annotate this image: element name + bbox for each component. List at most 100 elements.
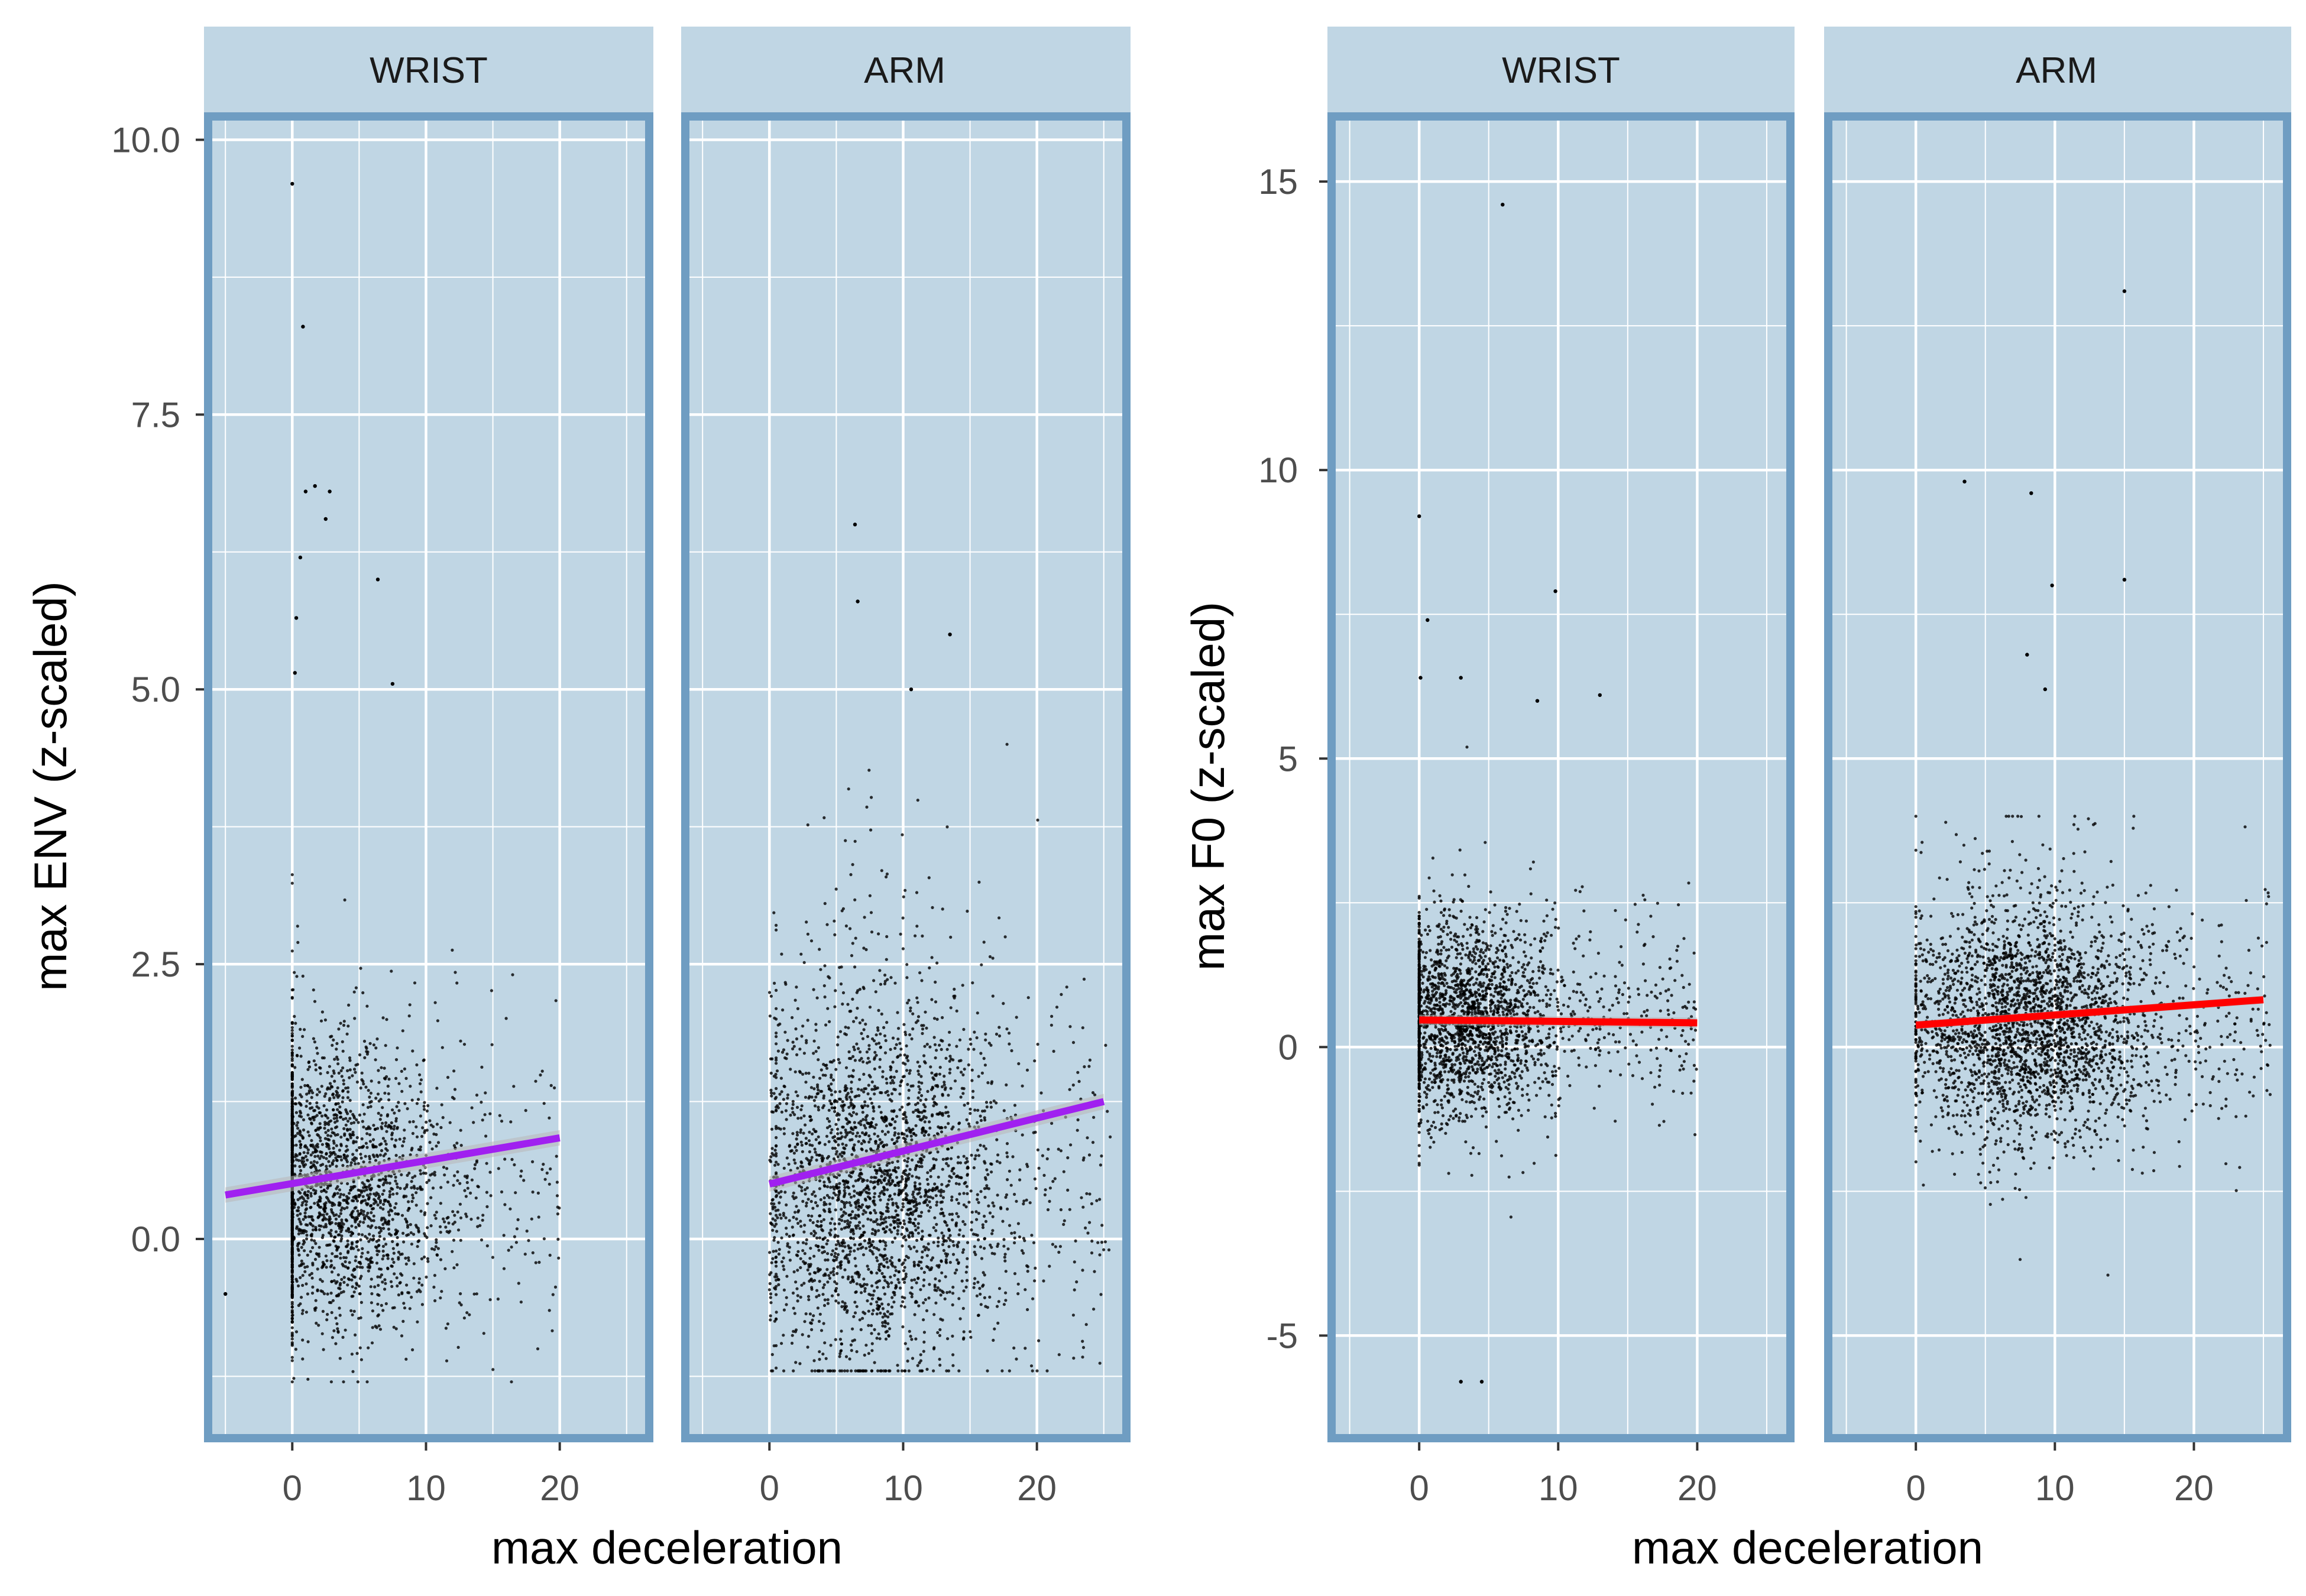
- scatter-point: [295, 975, 299, 978]
- scatter-point: [1015, 1016, 1018, 1019]
- scatter-point: [353, 1275, 357, 1279]
- scatter-point: [942, 1234, 945, 1238]
- scatter-point: [966, 909, 969, 913]
- scatter-point: [978, 1287, 982, 1290]
- scatter-point: [1100, 1241, 1104, 1244]
- scatter-point: [938, 1334, 941, 1337]
- scatter-point: [796, 1269, 799, 1272]
- scatter-point: [312, 1037, 316, 1040]
- scatter-point: [332, 1096, 336, 1099]
- scatter-point: [313, 1000, 317, 1003]
- scatter-point: [480, 1065, 484, 1069]
- scatter-point: [920, 979, 924, 982]
- scatter-point: [987, 1042, 991, 1045]
- scatter-point: [1013, 1272, 1017, 1276]
- scatter-point: [962, 1289, 966, 1293]
- scatter-point: [320, 1236, 325, 1240]
- scatter-point: [369, 1105, 373, 1108]
- scatter-point: [419, 1172, 423, 1176]
- scatter-point: [950, 1212, 954, 1216]
- scatter-point: [556, 1212, 560, 1216]
- scatter-point: [380, 1217, 384, 1220]
- scatter-point: [861, 1060, 865, 1063]
- scatter-point: [306, 1158, 309, 1162]
- scatter-point: [356, 1240, 359, 1243]
- scatter-point: [859, 1050, 862, 1054]
- scatter-point: [329, 1151, 332, 1154]
- scatter-point: [1074, 1239, 1077, 1243]
- scatter-point: [778, 1248, 781, 1251]
- scatter-point: [868, 894, 872, 897]
- scatter-point: [426, 1202, 429, 1205]
- scatter-point: [836, 1155, 840, 1159]
- scatter-point: [863, 1104, 867, 1107]
- scatter-point: [840, 1154, 844, 1158]
- scatter-point: [873, 1132, 876, 1136]
- scatter-point: [799, 1108, 803, 1111]
- scatter-point: [996, 1193, 999, 1197]
- scatter-point: [883, 979, 887, 983]
- scatter-point: [888, 1215, 891, 1219]
- scatter-point: [780, 952, 783, 956]
- scatter-point: [927, 1234, 931, 1237]
- scatter-point: [885, 1124, 888, 1128]
- scatter-point: [377, 1185, 381, 1189]
- scatter-point: [891, 1203, 895, 1206]
- scatter-point: [983, 1109, 986, 1112]
- scatter-point: [872, 1245, 876, 1249]
- scatter-point: [918, 1111, 921, 1114]
- scatter-point: [888, 1194, 892, 1198]
- panel-background: [204, 112, 653, 1442]
- scatter-point: [456, 1345, 460, 1349]
- scatter-point: [469, 1218, 473, 1221]
- scatter-point: [340, 1277, 344, 1282]
- scatter-point: [948, 1068, 952, 1071]
- scatter-point: [502, 1267, 506, 1270]
- scatter-point: [401, 1319, 405, 1323]
- scatter-point: [348, 1117, 352, 1120]
- scatter-point: [348, 1056, 352, 1060]
- scatter-point: [852, 1020, 856, 1023]
- scatter-point: [847, 1050, 851, 1054]
- scatter-point: [365, 1237, 369, 1240]
- scatter-point: [890, 1256, 893, 1259]
- scatter-point: [911, 1234, 914, 1238]
- scatter-point: [823, 1143, 827, 1146]
- scatter-point: [345, 1032, 349, 1036]
- scatter-point: [358, 1292, 362, 1296]
- scatter-point: [820, 1224, 823, 1227]
- scatter-point: [782, 1166, 786, 1170]
- scatter-point: [1000, 1369, 1004, 1373]
- scatter-point: [904, 1238, 908, 1242]
- scatter-point: [1083, 1065, 1086, 1069]
- scatter-point: [807, 1072, 811, 1075]
- scatter-point: [775, 1035, 778, 1039]
- scatter-point: [975, 1218, 979, 1221]
- scatter-point: [775, 1058, 778, 1062]
- scatter-point: [947, 1122, 950, 1125]
- scatter-point: [339, 1069, 343, 1072]
- scatter-point: [895, 1202, 898, 1205]
- scatter-point: [984, 1177, 987, 1181]
- scatter-point: [803, 1320, 807, 1323]
- scatter-point: [932, 1346, 936, 1350]
- scatter-point: [314, 1128, 318, 1133]
- scatter-point: [816, 1245, 820, 1248]
- scatter-point: [339, 1021, 342, 1025]
- scatter-point: [351, 1285, 354, 1289]
- scatter-point: [818, 1312, 822, 1316]
- scatter-point: [503, 1157, 507, 1161]
- scatter-point: [311, 1285, 315, 1289]
- scatter-point: [316, 1143, 319, 1146]
- scatter-point: [976, 1121, 979, 1124]
- scatter-point: [399, 1253, 402, 1256]
- scatter-point: [967, 1063, 970, 1067]
- scatter-point: [355, 1245, 358, 1248]
- scatter-point: [327, 1231, 331, 1235]
- scatter-point: [452, 1144, 456, 1147]
- scatter-point: [835, 1271, 839, 1275]
- scatter-point: [1086, 1231, 1090, 1235]
- scatter-point: [346, 1024, 350, 1028]
- scatter-point: [826, 1239, 830, 1243]
- scatter-point: [1033, 1279, 1037, 1283]
